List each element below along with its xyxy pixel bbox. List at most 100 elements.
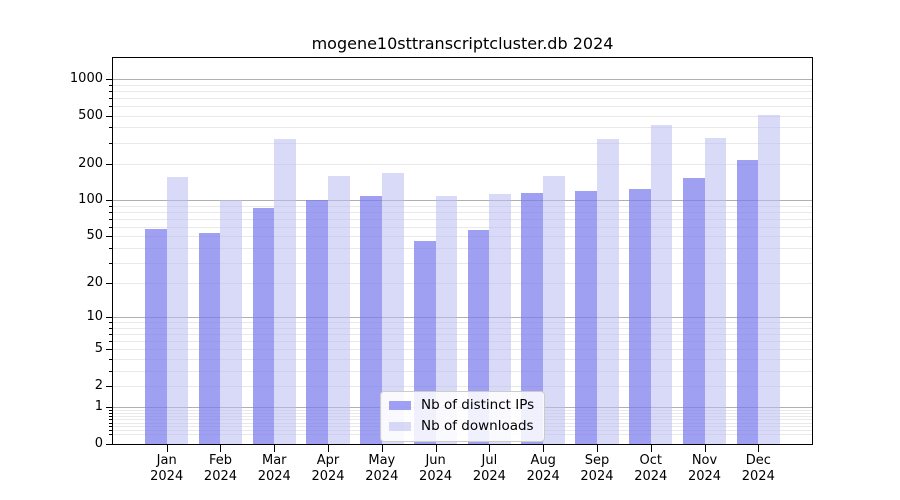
- legend-label-downloads: Nb of downloads: [421, 418, 534, 434]
- y-tick-label: 0: [94, 436, 103, 451]
- y-tick-minor: [109, 226, 113, 228]
- y-tick-minor: [109, 218, 113, 220]
- bar-ips-jul: [467, 229, 490, 444]
- y-tick-minor: [109, 97, 113, 99]
- gridline-minor: [113, 84, 812, 86]
- plot-area: [112, 57, 813, 445]
- y-tick-label: 50: [86, 228, 103, 244]
- bar-downloads-apr: [328, 175, 350, 444]
- x-tick-label-year: 2024: [257, 469, 291, 484]
- gridline-minor: [113, 218, 812, 220]
- y-tick-minor: [109, 211, 113, 213]
- x-tick-label-year: 2024: [311, 469, 345, 484]
- bar-ips-mar: [252, 208, 275, 444]
- x-tick: [435, 445, 437, 452]
- bar-ips-may: [360, 196, 382, 444]
- bar-downloads-dec: [758, 115, 780, 444]
- gridline-minor: [113, 90, 812, 92]
- gridline-minor: [113, 236, 812, 238]
- y-tick-minor: [109, 422, 113, 424]
- x-tick-label: Jul 2024: [457, 453, 521, 485]
- y-tick-minor: [109, 163, 113, 165]
- gridline-major: [113, 317, 812, 319]
- x-tick-label-year: 2024: [687, 469, 722, 484]
- y-tick-minor: [109, 430, 113, 432]
- bar-downloads-mar: [274, 139, 296, 444]
- x-tick: [489, 445, 491, 452]
- bar-ips-oct: [629, 188, 651, 444]
- x-tick: [650, 445, 652, 452]
- legend-item-distinct-ips: Nb of distinct IPs: [389, 398, 534, 413]
- gridline-minor: [113, 327, 812, 329]
- x-tick-label-year: 2024: [472, 469, 506, 484]
- x-tick-label-year: 2024: [526, 469, 560, 484]
- gridline-minor: [113, 262, 812, 264]
- x-tick: [543, 445, 545, 452]
- bar-downloads-aug: [543, 175, 565, 444]
- gridline-minor: [113, 205, 812, 207]
- y-tick-label: 10: [86, 309, 103, 325]
- gridline-minor: [113, 247, 812, 249]
- x-tick: [328, 445, 330, 452]
- y-tick-label: 100: [78, 192, 103, 208]
- x-tick-label: Mar 2024: [242, 453, 306, 485]
- y-tick-label: 20: [86, 275, 103, 291]
- bar-ips-sep: [575, 190, 597, 444]
- chart-title: mogene10sttranscriptcluster.db 2024: [311, 34, 614, 53]
- y-tick-minor: [109, 434, 113, 436]
- y-tick-minor: [109, 105, 113, 107]
- x-tick-label-year: 2024: [365, 469, 399, 484]
- y-tick-minor: [109, 142, 113, 144]
- bar-ips-aug: [521, 192, 544, 444]
- legend-label-ips: Nb of distinct IPs: [421, 397, 535, 413]
- x-tick-label: Nov 2024: [673, 453, 737, 485]
- bar-downloads-jun: [435, 196, 458, 444]
- y-tick-label: 200: [78, 155, 103, 171]
- y-tick-label: 5: [94, 341, 103, 357]
- x-tick-label: Jan 2024: [135, 453, 199, 485]
- x-tick: [166, 445, 168, 452]
- bar-ips-feb: [198, 233, 221, 444]
- x-tick-label: Aug 2024: [511, 453, 575, 485]
- gridline-minor: [113, 385, 812, 387]
- y-tick-minor: [109, 341, 113, 343]
- gridline-minor: [113, 322, 812, 324]
- y-tick: [106, 317, 113, 319]
- bar-ips-apr: [306, 200, 329, 444]
- bar-ips-dec: [736, 160, 759, 444]
- x-tick-label: Dec 2024: [726, 453, 790, 485]
- y-tick-minor: [109, 90, 113, 92]
- x-tick-label: Jun 2024: [404, 453, 468, 485]
- gridline-major: [113, 200, 812, 202]
- gridline-minor: [113, 211, 812, 213]
- x-tick-label: May 2024: [350, 453, 414, 485]
- y-tick: [106, 407, 113, 409]
- legend: Nb of distinct IPs Nb of downloads: [380, 391, 546, 442]
- x-tick-label-year: 2024: [580, 469, 614, 484]
- gridline-minor: [113, 105, 812, 107]
- bar-downloads-feb: [220, 200, 243, 444]
- x-tick-label-year: 2024: [419, 469, 453, 484]
- y-tick-minor: [109, 385, 113, 387]
- y-tick-minor: [109, 358, 113, 360]
- legend-item-downloads: Nb of downloads: [389, 419, 534, 434]
- y-tick-minor: [109, 419, 113, 421]
- gridline-minor: [113, 142, 812, 144]
- x-tick: [220, 445, 222, 452]
- gridline-minor: [113, 115, 812, 117]
- x-tick-label: Sep 2024: [565, 453, 629, 485]
- y-tick-minor: [109, 127, 113, 129]
- y-tick: [106, 79, 113, 81]
- bar-ips-nov: [682, 177, 705, 444]
- y-tick-label: 1000: [69, 71, 103, 87]
- y-tick-minor: [109, 370, 113, 372]
- gridline-minor: [113, 349, 812, 351]
- legend-swatch-downloads: [389, 422, 411, 431]
- bar-downloads-jan: [166, 177, 189, 444]
- y-tick-minor: [109, 412, 113, 414]
- y-tick-minor: [109, 322, 113, 324]
- y-tick-minor: [109, 334, 113, 336]
- y-tick-minor: [109, 349, 113, 351]
- gridline-minor: [113, 358, 812, 360]
